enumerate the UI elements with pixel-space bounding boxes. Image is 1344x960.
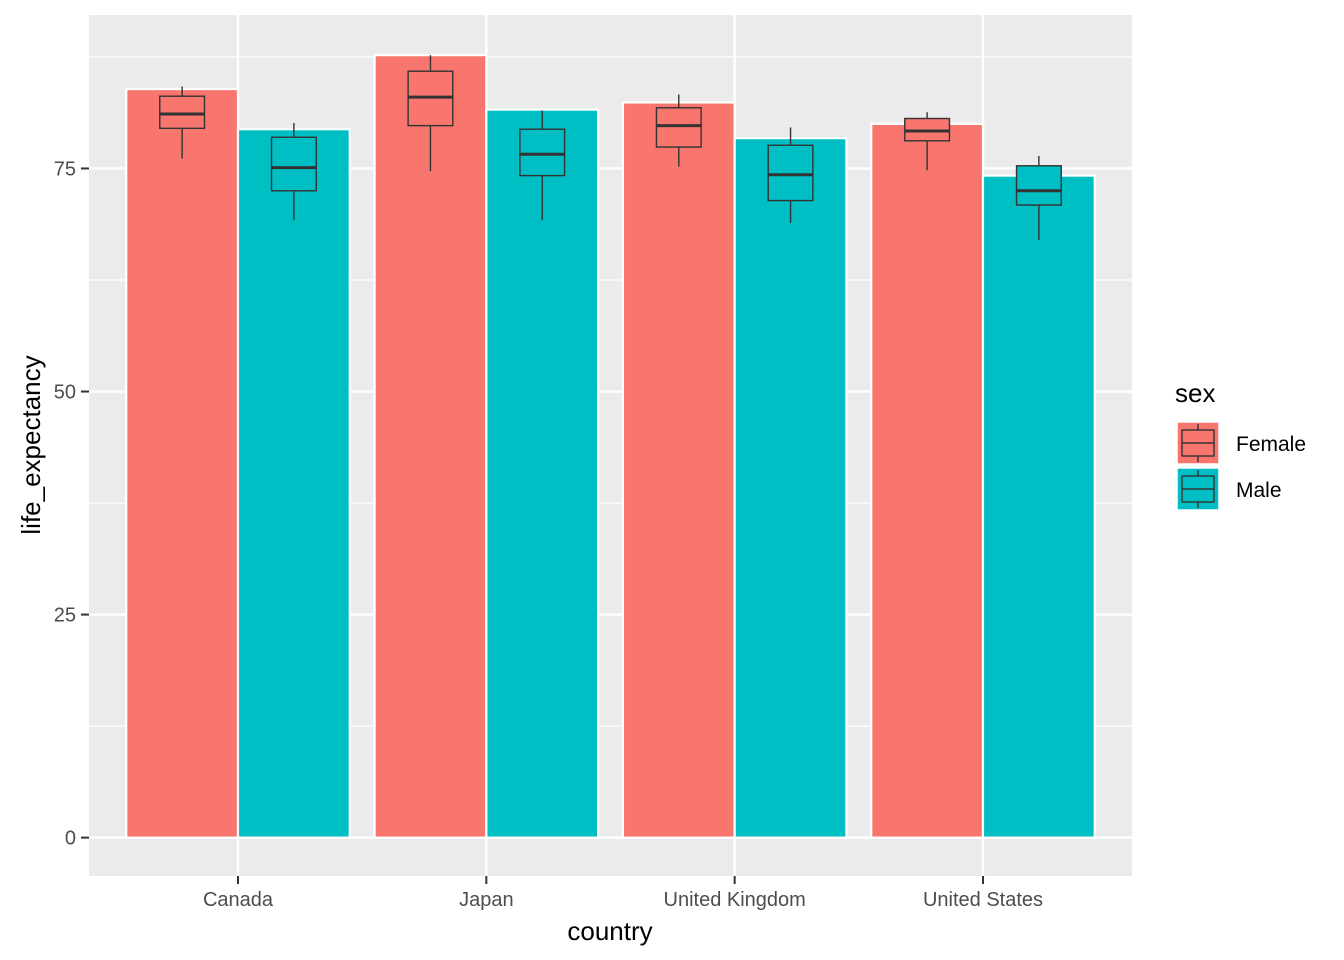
boxplots-layer xyxy=(159,55,1062,240)
boxplot-canada-male xyxy=(270,122,317,221)
bar-united-states-female xyxy=(870,122,985,839)
bar-canada-female xyxy=(125,87,240,839)
x-axis: Canada Japan United Kingdom United States xyxy=(203,876,1043,911)
box-iqr xyxy=(767,144,814,202)
boxplot-united-states-female xyxy=(904,112,951,171)
y-tick-label: 0 xyxy=(65,828,76,850)
x-tick-label: United States xyxy=(923,889,1043,911)
boxplot-united-kingdom-male xyxy=(767,127,814,223)
bar-japan-female xyxy=(373,54,488,839)
y-axis: 0 25 50 75 xyxy=(54,158,89,850)
boxplot-canada-female xyxy=(159,86,206,159)
legend-label-female: Female xyxy=(1236,433,1306,456)
legend: sex Female Male xyxy=(1175,378,1306,511)
x-axis-title: country xyxy=(567,916,652,946)
legend-key-male xyxy=(1176,467,1220,511)
x-tick-label: United Kingdom xyxy=(664,889,806,911)
y-tick-label: 75 xyxy=(54,158,76,180)
y-tick-label: 50 xyxy=(54,382,76,404)
legend-label-male: Male xyxy=(1236,479,1282,502)
box-iqr xyxy=(655,107,702,148)
box-iqr xyxy=(1015,165,1062,206)
bar-united-states-male xyxy=(981,174,1096,839)
box-iqr xyxy=(270,136,317,192)
bar-united-kingdom-female xyxy=(621,101,736,839)
y-tick-label: 25 xyxy=(54,605,76,627)
y-axis-title: life_expectancy xyxy=(16,355,46,534)
boxplot-japan-male xyxy=(519,110,566,221)
x-tick-label: Canada xyxy=(203,889,274,911)
legend-title: sex xyxy=(1175,378,1215,408)
boxplot-united-kingdom-female xyxy=(655,94,702,167)
bars-layer xyxy=(125,54,1096,839)
box-iqr xyxy=(159,95,206,130)
bar-canada-male xyxy=(236,128,351,839)
legend-keys xyxy=(1176,421,1220,511)
legend-key-female xyxy=(1176,421,1220,465)
bar-united-kingdom-male xyxy=(733,137,848,839)
boxplot-united-states-male xyxy=(1015,155,1062,240)
x-tick-label: Japan xyxy=(459,889,514,911)
box-iqr xyxy=(519,128,566,177)
boxplot-japan-female xyxy=(407,55,454,172)
bar-japan-male xyxy=(485,108,600,839)
